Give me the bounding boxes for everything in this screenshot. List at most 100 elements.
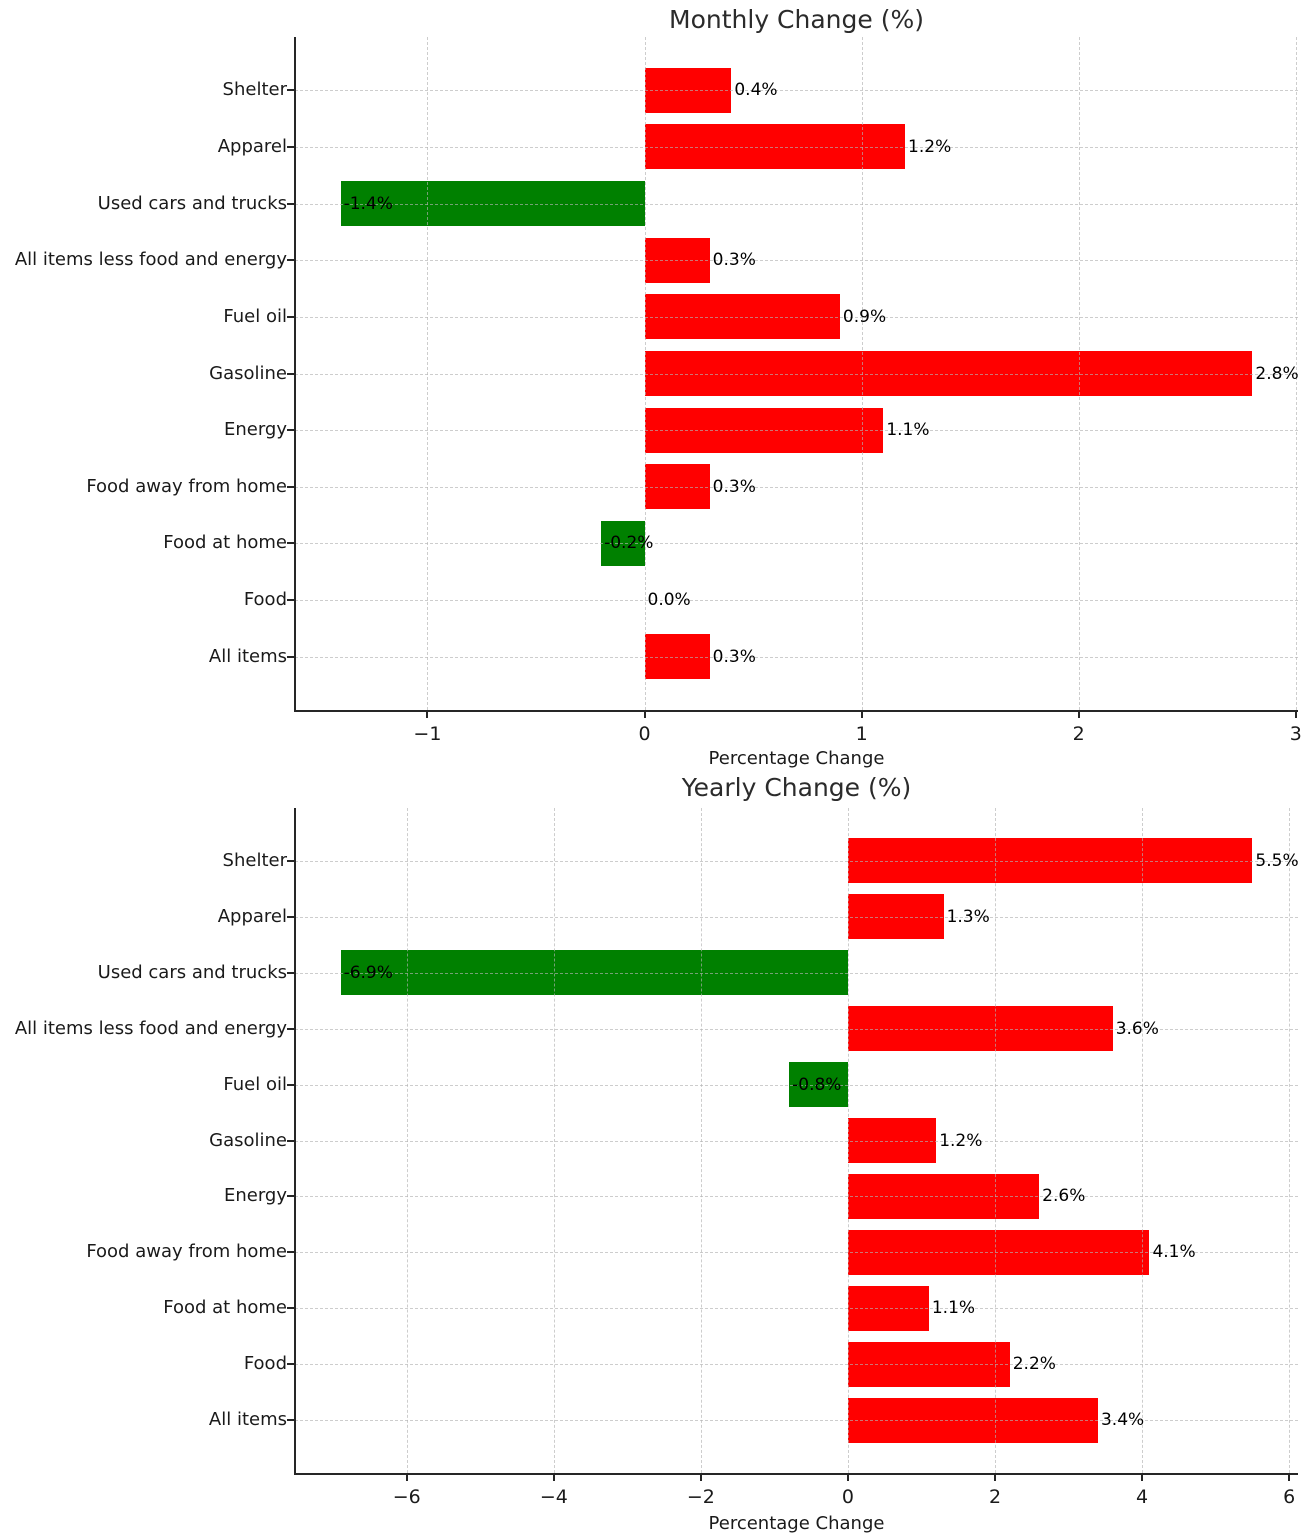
horizontal-gridline: [295, 1308, 1298, 1310]
x-tick-mark: [426, 710, 429, 718]
category-label: Apparel: [217, 905, 287, 927]
horizontal-gridline: [295, 316, 1298, 318]
horizontal-gridline: [295, 146, 1298, 148]
value-label: -0.2%: [604, 533, 654, 554]
value-label: 1.3%: [946, 906, 990, 927]
category-label: All items: [208, 1409, 287, 1431]
category-label: Food: [243, 1353, 287, 1375]
x-tick-mark: [1077, 710, 1080, 718]
x-tick-mark: [860, 710, 863, 718]
y-tick-mark: [287, 971, 295, 974]
value-label: 3.4%: [1100, 1410, 1145, 1431]
x-tick-mark: [1141, 1473, 1144, 1481]
horizontal-gridline: [295, 1364, 1298, 1366]
horizontal-gridline: [295, 260, 1298, 262]
y-tick-mark: [287, 1083, 295, 1086]
value-label: 0.9%: [842, 306, 887, 327]
x-tick-label: −4: [539, 1486, 568, 1508]
horizontal-gridline: [295, 1420, 1298, 1422]
x-tick-mark: [405, 1473, 408, 1481]
y-tick-mark: [287, 1195, 295, 1198]
x-tick-label: −6: [392, 1486, 421, 1508]
y-tick-mark: [287, 145, 295, 148]
y-tick-mark: [287, 1363, 295, 1366]
x-tick-label: 2: [1072, 723, 1085, 745]
x-tick-mark: [1288, 1473, 1291, 1481]
horizontal-gridline: [295, 373, 1298, 375]
x-tick-mark: [552, 1473, 555, 1481]
chart-title: Yearly Change (%): [681, 773, 912, 802]
horizontal-gridline: [295, 1140, 1298, 1142]
category-label: All items: [208, 645, 287, 667]
category-label: Food away from home: [86, 1241, 287, 1263]
y-tick-mark: [287, 259, 295, 262]
left-spine: [294, 37, 296, 710]
value-label: 1.2%: [908, 136, 952, 157]
x-tick-label: −2: [686, 1486, 715, 1508]
y-tick-mark: [287, 372, 295, 375]
y-tick-mark: [287, 1251, 295, 1254]
left-spine: [294, 808, 296, 1473]
y-tick-mark: [287, 202, 295, 205]
horizontal-gridline: [295, 430, 1298, 432]
y-tick-mark: [287, 915, 295, 918]
chart-title: Monthly Change (%): [669, 5, 924, 34]
bottom-spine: [294, 1473, 1298, 1475]
category-label: Energy: [223, 1185, 287, 1207]
plot-area: −1 0 1 2 3 Shelter 0.4% Apparel 1.2% Used cars an…: [15, 37, 1302, 745]
value-label: 4.1%: [1152, 1242, 1196, 1263]
y-tick-mark: [287, 1307, 295, 1310]
x-tick-mark: [643, 710, 646, 718]
category-label: Food at home: [163, 532, 287, 554]
x-tick-mark: [994, 1473, 997, 1481]
horizontal-gridline: [295, 972, 1298, 974]
y-tick-mark: [287, 485, 295, 488]
horizontal-gridline: [295, 486, 1298, 488]
category-label: Apparel: [217, 135, 287, 157]
value-label: 1.1%: [931, 1298, 976, 1319]
horizontal-gridline: [295, 203, 1298, 205]
value-label: -6.9%: [343, 962, 393, 983]
x-tick-label: 1: [855, 723, 868, 745]
x-tick-mark: [1294, 710, 1297, 718]
value-label: 0.3%: [712, 476, 756, 497]
value-label: -1.4%: [343, 193, 393, 214]
value-label: 0.0%: [647, 590, 691, 611]
bottom-spine: [294, 710, 1298, 712]
category-label: Food: [243, 589, 287, 611]
horizontal-gridline: [295, 1196, 1298, 1198]
category-label: Used cars and trucks: [97, 192, 287, 214]
y-tick-mark: [287, 1139, 295, 1142]
value-label: 0.3%: [712, 646, 756, 667]
y-tick-mark: [287, 1419, 295, 1422]
value-label: 2.6%: [1042, 1186, 1086, 1207]
category-label: Food away from home: [86, 475, 287, 497]
value-label: 0.3%: [712, 250, 756, 271]
horizontal-gridline: [295, 1084, 1298, 1086]
category-label: Food at home: [163, 1297, 287, 1319]
y-tick-mark: [287, 859, 295, 862]
y-tick-mark: [287, 1027, 295, 1030]
x-tick-label: 0: [638, 723, 651, 745]
value-label: 5.5%: [1255, 850, 1299, 871]
value-label: 2.2%: [1012, 1354, 1056, 1375]
value-label: 1.1%: [886, 420, 930, 441]
horizontal-gridline: [295, 916, 1298, 918]
category-label: Gasoline: [209, 362, 287, 384]
category-label: Gasoline: [209, 1129, 287, 1151]
value-label: 1.2%: [939, 1130, 983, 1151]
y-tick-mark: [287, 655, 295, 658]
y-tick-mark: [287, 599, 295, 602]
value-label: 0.4%: [734, 80, 778, 101]
x-axis-label: Percentage Change: [708, 748, 885, 769]
horizontal-gridline: [295, 860, 1298, 862]
x-tick-label: 4: [1136, 1486, 1149, 1508]
category-label: Used cars and trucks: [97, 961, 287, 983]
category-label: All items less food and energy: [14, 1017, 287, 1039]
monthly-change-chart: Monthly Change (%) −1 0 1 2 3 Shelter 0.4% Appa…: [15, 5, 1302, 769]
y-tick-mark: [287, 89, 295, 92]
value-label: 2.8%: [1255, 363, 1299, 384]
category-label: Fuel oil: [223, 305, 287, 327]
category-label: Shelter: [222, 849, 287, 871]
